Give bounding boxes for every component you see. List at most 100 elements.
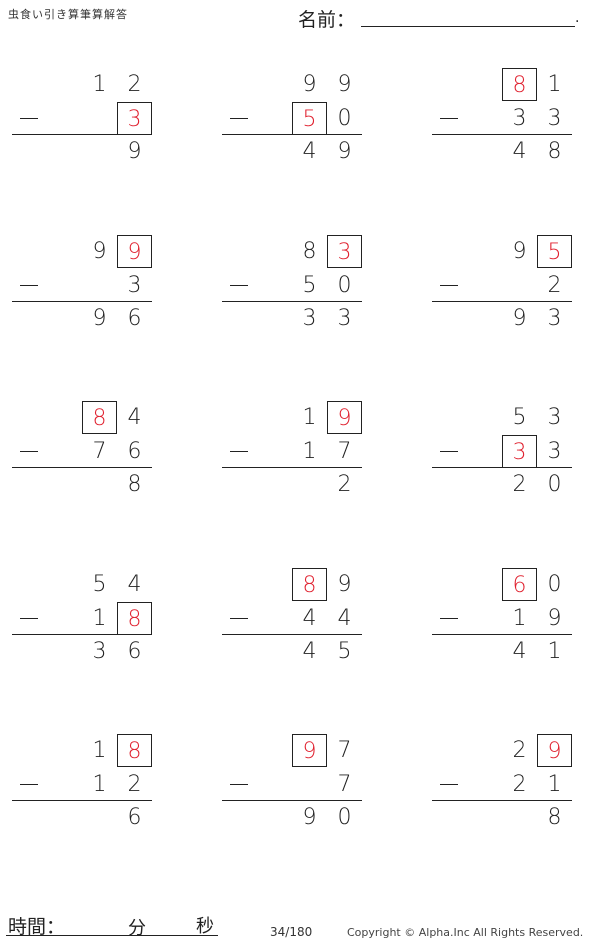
digit-answer: 8 (127, 472, 142, 497)
minus-sign (20, 285, 38, 286)
digit-top: 4 (127, 572, 142, 597)
minus-sign (440, 618, 458, 619)
digit-bottom: 3 (547, 106, 562, 131)
minus-sign (20, 784, 38, 785)
digit-answer: 9 (92, 306, 107, 331)
minus-sign (230, 451, 248, 452)
minus-sign (440, 451, 458, 452)
digit-answer (502, 801, 537, 834)
minus-sign (20, 451, 38, 452)
digit-answer: 0 (337, 805, 352, 830)
digit-bottom: 1 (302, 439, 317, 464)
digit-bottom: 4 (302, 606, 317, 631)
digit-answer: 2 (337, 472, 352, 497)
digit-top: 5 (512, 405, 527, 430)
digit-bottom (82, 102, 117, 135)
digit-top: 9 (337, 72, 352, 97)
digit-top: 1 (547, 72, 562, 97)
digit-answer: 3 (302, 306, 317, 331)
digit-top: 9 (512, 239, 527, 264)
missing-digit-box-top[interactable]: 3 (327, 235, 362, 268)
digit-bottom: 7 (337, 439, 352, 464)
missing-digit-box-top[interactable]: 9 (292, 734, 327, 767)
digit-answer (82, 801, 117, 834)
digit-bottom: 2 (512, 772, 527, 797)
name-field-line[interactable] (361, 26, 575, 27)
digit-answer: 9 (127, 139, 142, 164)
missing-digit-box-bottom[interactable]: 5 (292, 102, 327, 135)
digit-answer (82, 135, 117, 168)
digit-answer: 4 (302, 639, 317, 664)
missing-digit-box-top[interactable]: 9 (327, 401, 362, 434)
digit-top: 9 (302, 72, 317, 97)
answer-line (432, 467, 572, 468)
minus-sign (440, 285, 458, 286)
digit-answer: 2 (512, 472, 527, 497)
digit-bottom: 6 (127, 439, 142, 464)
missing-digit-box-top[interactable]: 8 (117, 734, 152, 767)
answer-line (12, 301, 152, 302)
digit-answer: 3 (547, 306, 562, 331)
digit-answer (292, 468, 327, 501)
minus-sign (20, 118, 38, 119)
digit-answer: 0 (547, 472, 562, 497)
digit-bottom: 1 (512, 606, 527, 631)
digit-answer: 5 (337, 639, 352, 664)
minus-sign (440, 784, 458, 785)
digit-bottom: 1 (92, 772, 107, 797)
answer-line (222, 301, 362, 302)
minus-sign (230, 118, 248, 119)
digit-bottom: 2 (127, 772, 142, 797)
digit-top: 1 (92, 738, 107, 763)
digit-bottom: 1 (92, 606, 107, 631)
digit-bottom: 9 (547, 606, 562, 631)
digit-answer: 9 (337, 139, 352, 164)
missing-digit-box-top[interactable]: 6 (502, 568, 537, 601)
answer-line (222, 634, 362, 635)
missing-digit-box-top[interactable]: 8 (502, 68, 537, 101)
digit-bottom: 7 (337, 772, 352, 797)
digit-bottom: 1 (547, 772, 562, 797)
copyright: Copyright © Alpha.Inc All Rights Reserve… (347, 926, 584, 939)
digit-top: 2 (512, 738, 527, 763)
missing-digit-box-top[interactable]: 5 (537, 235, 572, 268)
digit-bottom (502, 269, 537, 302)
answer-line (222, 800, 362, 801)
missing-digit-box-bottom[interactable]: 3 (502, 435, 537, 468)
answer-line (12, 800, 152, 801)
name-label: 名前： (298, 9, 356, 31)
missing-digit-box-top[interactable]: 8 (82, 401, 117, 434)
answer-line (12, 134, 152, 135)
missing-digit-box-top[interactable]: 8 (292, 568, 327, 601)
digit-answer: 8 (547, 805, 562, 830)
answer-line (222, 467, 362, 468)
digit-bottom (292, 768, 327, 801)
digit-answer: 3 (92, 639, 107, 664)
seconds-label: 秒 (196, 916, 214, 937)
time-label: 時間： (8, 916, 66, 938)
digit-top: 7 (337, 738, 352, 763)
answer-line (432, 301, 572, 302)
missing-digit-box-bottom[interactable]: 8 (117, 602, 152, 635)
digit-answer: 4 (302, 139, 317, 164)
answer-line (432, 134, 572, 135)
missing-digit-box-top[interactable]: 9 (537, 734, 572, 767)
missing-digit-box-bottom[interactable]: 3 (117, 102, 152, 135)
minutes-label: 分 (128, 918, 146, 939)
digit-top: 3 (547, 405, 562, 430)
digit-answer (82, 468, 117, 501)
digit-top: 5 (92, 572, 107, 597)
digit-answer: 9 (512, 306, 527, 331)
missing-digit-box-top[interactable]: 9 (117, 235, 152, 268)
page-number: 34/180 (270, 925, 313, 939)
time-field-line[interactable] (6, 935, 218, 936)
